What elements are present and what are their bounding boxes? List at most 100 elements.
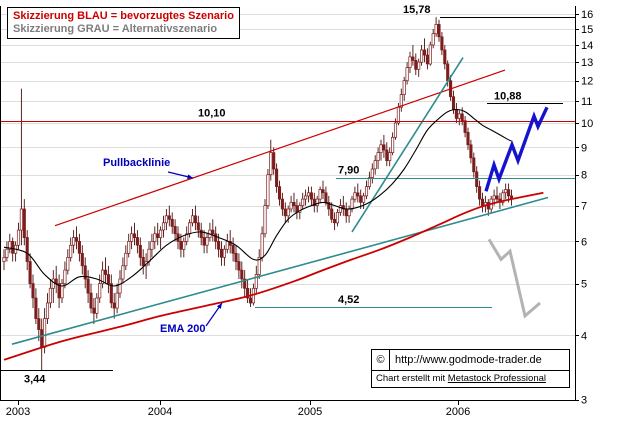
- candle-body: [106, 274, 110, 284]
- pullback-label-arrowhead: [187, 174, 193, 179]
- candle-body: [428, 44, 432, 65]
- candle-body: [98, 283, 102, 299]
- ma-black-line: [3, 108, 512, 287]
- candle-body: [214, 233, 218, 242]
- candle-body: [57, 283, 61, 299]
- candle-body: [101, 269, 105, 284]
- level-4-52-label: 4,52: [338, 294, 359, 306]
- candle-body: [292, 202, 296, 207]
- candle-body: [167, 215, 171, 220]
- candle-body: [327, 202, 331, 210]
- candle-body: [321, 189, 325, 194]
- watermark-credit: Chart erstellt mit Metastock Professiona…: [372, 371, 569, 387]
- candle-body: [135, 237, 139, 246]
- candle-body: [260, 233, 264, 258]
- ema200-line: [3, 191, 544, 361]
- candle-body: [63, 269, 67, 284]
- candle-body: [130, 233, 134, 242]
- candle-body: [480, 198, 485, 206]
- candle-body: [411, 56, 415, 61]
- pullback-line: [54, 69, 506, 227]
- candle-body: [266, 174, 270, 207]
- y-axis-label: 16: [581, 9, 593, 21]
- candle-body: [504, 189, 508, 194]
- candle-body: [478, 186, 482, 200]
- candle-body: [376, 152, 380, 161]
- y-axis-label: 14: [581, 40, 593, 52]
- candle-body: [153, 233, 157, 242]
- level-7-90-label: 7,90: [338, 165, 359, 177]
- y-axis-label: 13: [581, 57, 593, 69]
- candle-body: [451, 96, 456, 110]
- candle-body: [304, 195, 308, 200]
- candle-body: [257, 257, 261, 275]
- alternative-scenario: [487, 238, 541, 319]
- candle-body: [34, 297, 38, 319]
- candle-body: [243, 278, 247, 289]
- candle-body: [74, 237, 79, 242]
- candle-body: [118, 278, 122, 294]
- y-axis-label: 9: [581, 142, 587, 154]
- candle-body: [77, 241, 81, 254]
- candle-body: [16, 229, 21, 246]
- candle-body: [248, 297, 253, 304]
- level-lines: [0, 16, 575, 372]
- candle-body: [127, 241, 131, 254]
- candle-body: [417, 61, 421, 70]
- candle-body: [393, 122, 398, 138]
- candle-body: [275, 168, 279, 187]
- candle-body: [164, 215, 168, 224]
- candle-body: [246, 287, 250, 299]
- candle-body: [159, 229, 163, 238]
- candle-body: [138, 244, 142, 258]
- legend-blue-scenario: Skizzierung BLAU = bevorzugtes Szenario: [13, 10, 234, 22]
- candle-body: [199, 229, 203, 238]
- axes: 16 15 14 13 12 11 10 9 8 7 6 5 4 3 2003 2004 2005 2006: [0, 6, 593, 418]
- candle-body: [388, 152, 392, 161]
- candle-body: [431, 33, 435, 46]
- candle-body: [80, 252, 84, 267]
- candle-body: [40, 329, 44, 348]
- candle-body: [399, 94, 403, 108]
- candle-body: [301, 198, 305, 206]
- candle-body: [277, 186, 282, 200]
- candle-body: [48, 287, 52, 304]
- candle-body: [103, 269, 108, 275]
- candle-body: [492, 195, 496, 200]
- candle-body: [283, 208, 287, 217]
- candle-body: [420, 49, 424, 63]
- candle-body: [121, 265, 125, 280]
- candle-body: [286, 208, 290, 217]
- candle-body: [463, 120, 467, 133]
- candle-body: [8, 241, 12, 250]
- candle-body: [330, 208, 334, 220]
- candle-body: [188, 222, 192, 235]
- y-axis-label: 10: [581, 118, 593, 130]
- candle-body: [31, 283, 35, 299]
- ema200-label: EMA 200: [160, 323, 205, 335]
- candle-body: [475, 171, 479, 187]
- candle-body: [115, 292, 119, 309]
- candle-body: [202, 237, 206, 246]
- candle-body: [338, 205, 342, 213]
- candle-body: [89, 292, 93, 309]
- candle-body: [254, 274, 258, 289]
- steep-trendline: [351, 57, 464, 233]
- support-line-long: [11, 196, 549, 345]
- candle-body: [437, 24, 441, 38]
- candle-body: [43, 318, 47, 348]
- credit-link[interactable]: Metastock Professional: [447, 373, 547, 384]
- candle-body: [382, 144, 386, 151]
- y-axis-label: 15: [581, 24, 593, 36]
- candle-body: [408, 56, 412, 68]
- candle-body: [45, 302, 50, 319]
- candle-body: [454, 109, 458, 119]
- candle-body: [280, 198, 284, 210]
- candle-body: [289, 202, 293, 210]
- level-10-10-label: 10,10: [198, 108, 226, 120]
- candle-body: [19, 208, 23, 231]
- candle-body: [422, 49, 427, 56]
- candle-body: [225, 241, 229, 250]
